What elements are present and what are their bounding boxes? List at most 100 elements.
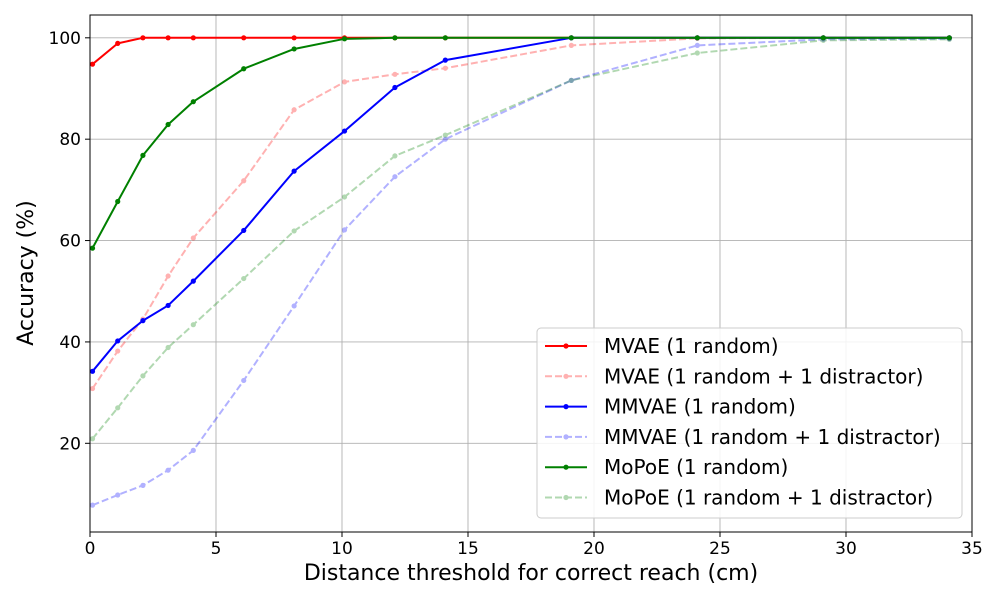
data-point <box>568 77 574 83</box>
legend-marker <box>563 434 569 440</box>
y-tick-label: 40 <box>59 333 81 353</box>
x-tick-label: 30 <box>835 539 857 559</box>
data-point <box>89 436 96 442</box>
series-line <box>91 38 950 440</box>
data-point <box>568 35 574 41</box>
y-axis-label: Accuracy (%) <box>14 200 39 346</box>
data-point <box>241 275 247 282</box>
series-line <box>91 36 950 390</box>
data-point <box>165 35 171 41</box>
data-point <box>694 42 700 49</box>
x-axis-label: Distance threshold for correct reach (cm… <box>304 561 758 586</box>
data-point <box>165 121 171 128</box>
data-point <box>165 467 171 473</box>
legend-marker <box>563 343 569 349</box>
data-point <box>165 302 171 309</box>
data-point <box>392 35 398 41</box>
data-point <box>442 65 448 71</box>
data-point <box>291 35 297 41</box>
data-point <box>442 136 448 142</box>
data-point <box>442 57 448 63</box>
legend-entry: MMVAE (1 random) <box>545 395 796 419</box>
x-tick-label: 25 <box>709 539 731 559</box>
data-point <box>115 348 121 354</box>
data-point <box>341 194 348 200</box>
data-point <box>442 35 448 41</box>
data-point <box>190 322 196 328</box>
data-point <box>946 35 952 41</box>
data-point <box>291 228 297 234</box>
x-tick-label: 20 <box>583 539 605 559</box>
legend-label: MoPoE (1 random) <box>604 455 788 479</box>
x-tick-label: 35 <box>961 539 983 559</box>
x-tick-label: 0 <box>85 539 96 559</box>
data-point <box>392 71 398 77</box>
data-point <box>694 50 700 56</box>
data-point <box>341 227 348 233</box>
data-point <box>341 128 348 134</box>
legend: MVAE (1 random) MVAE (1 random + 1 distra… <box>536 327 963 519</box>
data-point <box>241 66 247 72</box>
x-tick-label: 10 <box>331 539 353 559</box>
data-point <box>115 40 121 46</box>
legend-swatch <box>545 494 587 501</box>
legend-label: MVAE (1 random) <box>604 334 779 358</box>
series-layer <box>89 35 952 508</box>
data-point <box>820 35 826 41</box>
data-point <box>165 344 171 351</box>
data-point <box>241 178 247 184</box>
data-point <box>291 107 297 113</box>
data-point <box>190 99 196 105</box>
data-point <box>442 132 448 138</box>
data-point <box>241 35 247 41</box>
legend-label: MoPoE (1 random + 1 distractor) <box>604 486 933 510</box>
y-axis-ticks: 20 40 60 80 100 <box>49 29 90 454</box>
legend-swatch <box>545 464 587 470</box>
plot-frame <box>89 14 973 533</box>
legend-marker <box>563 373 569 379</box>
legend-label: MVAE (1 random + 1 distractor) <box>604 364 923 388</box>
data-point <box>89 385 96 392</box>
legend-marker <box>563 464 569 470</box>
data-point <box>190 35 196 41</box>
data-point <box>190 447 196 453</box>
series-line <box>91 36 950 249</box>
y-tick-label: 20 <box>59 434 81 454</box>
series-5 <box>89 36 952 442</box>
data-point <box>568 77 574 83</box>
data-point <box>89 502 96 508</box>
legend-entry: MVAE (1 random + 1 distractor) <box>545 364 923 388</box>
data-point <box>190 278 196 284</box>
y-tick-label: 100 <box>49 29 81 49</box>
data-point <box>392 174 398 180</box>
data-point <box>115 405 121 411</box>
data-point <box>291 168 297 174</box>
data-point <box>89 245 96 251</box>
data-point <box>190 235 196 241</box>
series-4 <box>89 35 952 251</box>
data-point <box>115 492 121 498</box>
legend-entry: MVAE (1 random) <box>545 334 779 358</box>
x-tick-label: 5 <box>211 539 222 559</box>
data-point <box>140 152 146 159</box>
legend-entry: MoPoE (1 random + 1 distractor) <box>545 486 933 510</box>
legend-marker <box>563 404 569 410</box>
data-point <box>140 482 146 488</box>
y-tick-label: 60 <box>59 232 81 252</box>
data-point <box>946 36 952 42</box>
data-point <box>291 46 297 52</box>
data-point <box>89 368 96 374</box>
data-point <box>820 37 826 43</box>
x-tick-label: 15 <box>457 539 479 559</box>
legend-swatch <box>545 373 587 379</box>
data-point <box>140 35 146 41</box>
legend-swatch <box>545 434 587 440</box>
legend-swatch <box>545 404 587 410</box>
legend-swatch <box>545 343 587 349</box>
data-point <box>291 303 297 309</box>
data-point <box>140 318 146 324</box>
data-point <box>341 36 348 42</box>
legend-label: MMVAE (1 random + 1 distractor) <box>604 425 941 449</box>
data-point <box>140 373 146 379</box>
